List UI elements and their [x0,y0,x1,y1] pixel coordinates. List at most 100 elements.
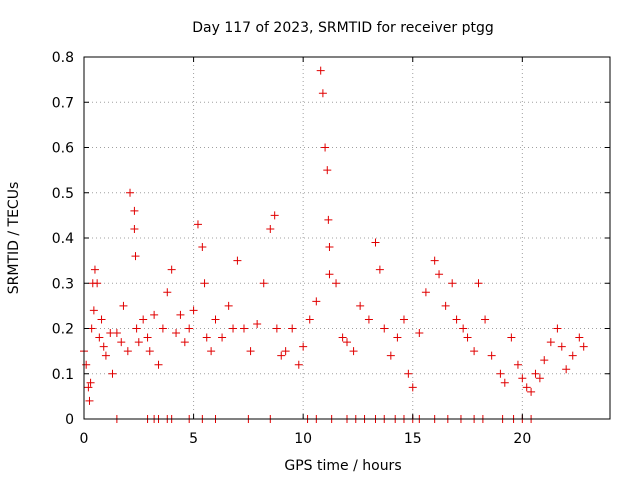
y-axis-label: SRMTID / TECUs [6,182,22,295]
data-point [211,315,220,324]
data-point [277,351,286,360]
data-point [185,324,194,333]
data-point [321,143,330,152]
data-point [119,301,128,310]
x-tick-label: 15 [404,431,422,447]
y-tick-label: 0 [65,412,74,428]
data-point [97,315,106,324]
data-point [393,333,402,342]
data-point [130,224,139,233]
x-axis-label: GPS time / hours [284,458,401,474]
data-point [95,333,104,342]
data-point [325,243,334,252]
y-tick-label: 0.8 [52,50,74,66]
data-point [527,387,536,396]
data-point [193,220,202,229]
y-tick-label: 0.5 [52,186,74,202]
data-point [324,215,333,224]
data-point [487,351,496,360]
data-point [126,188,135,197]
data-point [415,329,424,338]
data-point [131,252,140,261]
data-point [380,324,389,333]
data-point [386,351,395,360]
data-point [452,315,461,324]
data-point [85,396,94,405]
data-point [198,243,207,252]
data-point [272,324,281,333]
data-point [518,374,527,383]
data-point [575,333,584,342]
data-points [80,66,588,423]
data-point [224,301,233,310]
data-point [364,315,373,324]
y-tick-label: 0.6 [52,141,74,157]
data-point [435,270,444,279]
data-point [470,347,479,356]
data-point [117,338,126,347]
data-point [531,369,540,378]
data-point [132,324,141,333]
data-point [167,265,176,274]
data-point [90,265,99,274]
grid-lines [84,57,610,419]
data-point [84,383,93,392]
data-point [108,369,117,378]
data-point [343,338,351,347]
data-point [86,378,95,387]
data-point [459,324,468,333]
data-point [399,315,408,324]
y-tick-label: 0.4 [52,231,74,247]
data-point [553,324,562,333]
y-tick-label: 0.2 [52,322,74,338]
axis-ticks: 0 0.1 0.2 0.3 0.4 0.5 0.6 0.7 0.8 0 5 10 15 20 [52,50,610,447]
data-point [207,347,216,356]
data-point [270,211,279,220]
chart-title: Day 117 of 2023, SRMTID for receiver ptg… [192,20,494,36]
data-point [176,310,185,319]
data-point [288,324,297,333]
data-point [218,333,227,342]
data-point [375,265,384,274]
data-point [158,324,167,333]
data-point [246,347,255,356]
y-tick-label: 0.3 [52,276,74,292]
data-point [266,224,275,233]
data-point [82,360,91,369]
data-point [200,279,209,288]
data-point [312,297,321,306]
data-point [154,360,163,369]
data-point [496,369,505,378]
data-point [579,342,588,351]
data-point [99,342,108,351]
x-tick-label: 20 [513,431,531,447]
data-point [404,369,413,378]
data-point [134,338,143,347]
data-point [229,324,238,333]
data-point [349,347,358,356]
data-point [562,365,571,374]
data-point [325,270,334,279]
data-point [522,383,531,392]
data-point [316,66,325,75]
data-point [233,256,242,265]
data-point [513,360,522,369]
data-point [448,279,457,288]
data-point [500,378,509,387]
y-tick-label: 0.7 [52,95,74,111]
data-point [180,338,189,347]
data-point [299,342,308,351]
data-point [112,329,121,338]
data-point [163,288,172,297]
data-point [239,324,248,333]
data-point [172,329,181,338]
data-point [318,89,327,98]
data-point [481,315,490,324]
x-tick-label: 0 [80,431,89,447]
x-tick-label: 5 [189,431,198,447]
data-point [557,342,566,351]
data-point [89,306,98,315]
data-point [507,333,516,342]
data-point [356,301,365,310]
